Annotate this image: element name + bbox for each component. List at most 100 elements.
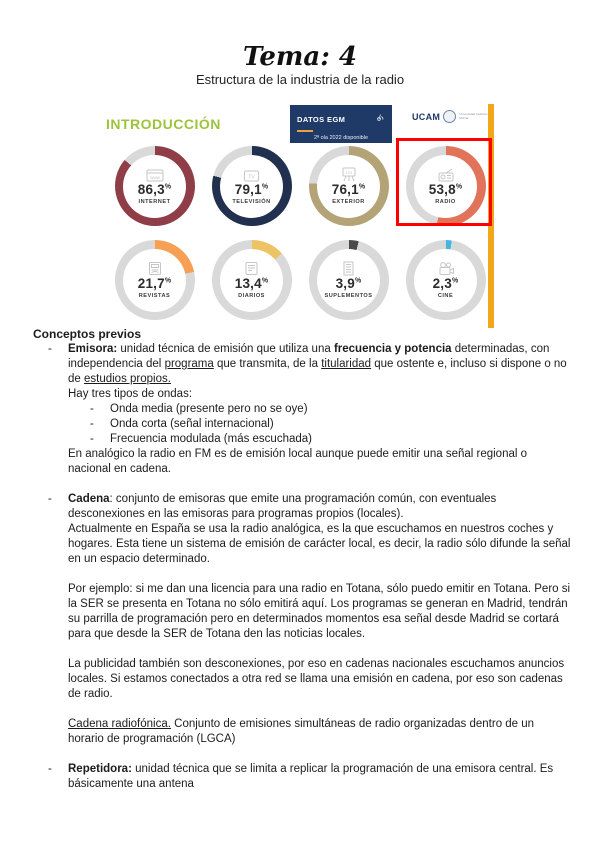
- donut-ring-revistas: 21,7% REVISTAS: [114, 240, 195, 320]
- egm-box-subtitle: 2ª ola 2022 disponible: [313, 135, 369, 141]
- paragraph-spacer: [33, 567, 571, 582]
- paragraph: Onda corta (señal internacional): [33, 417, 571, 432]
- svg-text:TV: TV: [248, 175, 255, 181]
- text-segment: Cadena radiofónica.: [68, 718, 171, 730]
- text-segment: Repetidora:: [68, 763, 132, 775]
- donut-label: SUPLEMENTOS: [324, 292, 373, 299]
- donut-center: 13,4% DIARIOS: [220, 248, 283, 312]
- donut-value: 3,9%: [335, 276, 362, 292]
- donut-diarios: 13,4% DIARIOS: [211, 240, 292, 320]
- section-heading: Conceptos previos: [33, 327, 142, 341]
- ucam-emblem-icon: [443, 110, 457, 123]
- donut-label: INTERNET: [138, 198, 171, 205]
- donut-televisión: TV 79,1% TELEVISIÓN: [211, 146, 292, 226]
- donut-ring-televisión: TV 79,1% TELEVISIÓN: [211, 146, 292, 226]
- paragraph-spacer: [33, 477, 571, 492]
- media-penetration-donut-grid: www 86,3% INTERNET TV 79,1% TELEVISIÓN 123 76,1…: [106, 146, 495, 320]
- egm-gold-underline: [297, 130, 313, 132]
- donut-center: 2,3% CINE: [414, 248, 477, 312]
- text-segment: Onda media (presente pero no se oye): [110, 403, 308, 415]
- paragraph-spacer: [33, 747, 571, 762]
- paragraph: Actualmente en España se usa la radio an…: [33, 522, 571, 567]
- supplement-icon: [342, 261, 355, 276]
- donut-label: REVISTAS: [138, 292, 171, 299]
- donut-center: www 86,3% INTERNET: [123, 154, 186, 218]
- svg-text:www: www: [150, 175, 160, 180]
- donut-value: 53,8%: [428, 182, 463, 198]
- donut-center: 3,9% SUPLEMENTOS: [317, 248, 380, 312]
- text-segment: frecuencia y potencia: [333, 343, 452, 355]
- paragraph: Emisora: unidad técnica de emisión que u…: [33, 342, 571, 387]
- text-segment: titularidad: [321, 358, 372, 370]
- text-segment: estudios propios.: [84, 373, 171, 385]
- donut-center: 53,8% RADIO: [414, 154, 477, 218]
- radio-icon: [437, 167, 455, 182]
- text-segment: que ostente e, incluso si dispone o no d…: [68, 358, 567, 385]
- donut-value: 21,7%: [137, 276, 172, 292]
- donut-label: TELEVISIÓN: [232, 198, 271, 205]
- billboard-icon: 123: [340, 167, 358, 182]
- paragraph: La publicidad también son desconexiones,…: [33, 657, 571, 702]
- notes-content: Conceptos previos Emisora: unidad técnic…: [33, 327, 571, 792]
- egm-data-box: DATOS EGM 2ª ola 2022 disponible: [290, 105, 392, 143]
- page-subtitle: Estructura de la industria de la radio: [195, 72, 405, 87]
- donut-internet: www 86,3% INTERNET: [114, 146, 195, 226]
- text-segment: Conjunto de emisiones simultáneas de rad…: [68, 718, 535, 745]
- donut-suplementos: 3,9% SUPLEMENTOS: [308, 240, 389, 320]
- text-segment: : conjunto de emisoras que emite una pro…: [68, 493, 497, 520]
- donut-value: 13,4%: [234, 276, 269, 292]
- paragraph: Frecuencia modulada (más escuchada): [33, 432, 571, 447]
- text-segment: determinadas, con independencia del: [68, 343, 550, 370]
- magazine-icon: [148, 261, 162, 276]
- browser-www-icon: www: [146, 167, 164, 182]
- text-segment: programa: [164, 358, 214, 370]
- text-segment: Emisora:: [68, 343, 118, 355]
- text-segment: unidad técnica de emisión que utiliza un…: [117, 343, 334, 355]
- text-segment: Hay tres tipos de ondas:: [68, 388, 193, 400]
- text-segment: que transmita, de la: [213, 358, 322, 370]
- text-segment: Cadena: [68, 493, 110, 505]
- donut-ring-radio: 53,8% RADIO: [405, 146, 486, 226]
- paragraph: Onda media (presente pero no se oye): [33, 402, 571, 417]
- text-segment: La publicidad también son desconexiones,…: [68, 658, 565, 700]
- ucam-logo-subtext: Universidad Católica de Murcia: [459, 111, 491, 120]
- donut-ring-diarios: 13,4% DIARIOS: [211, 240, 292, 320]
- ucam-logo: UCAM Universidad Católica de Murcia: [412, 110, 499, 123]
- ucam-logo-text: UCAM: [412, 111, 441, 122]
- newspaper-icon: [244, 261, 259, 276]
- donut-exterior: 123 76,1% EXTERIOR: [308, 146, 389, 226]
- donut-center: 123 76,1% EXTERIOR: [317, 154, 380, 218]
- paragraph: Cadena radiofónica. Conjunto de emisione…: [33, 717, 571, 747]
- donut-center: 21,7% REVISTAS: [123, 248, 186, 312]
- paragraph: Hay tres tipos de ondas:: [33, 387, 571, 402]
- donut-revistas: 21,7% REVISTAS: [114, 240, 195, 320]
- section-paragraphs: Emisora: unidad técnica de emisión que u…: [33, 342, 571, 792]
- donut-ring-suplementos: 3,9% SUPLEMENTOS: [308, 240, 389, 320]
- donut-label: EXTERIOR: [332, 198, 365, 205]
- paragraph-spacer: [33, 702, 571, 717]
- introduction-label: INTRODUCCIÓN: [106, 116, 221, 132]
- donut-ring-internet: www 86,3% INTERNET: [114, 146, 195, 226]
- donut-value: 76,1%: [331, 182, 366, 198]
- donut-label: DIARIOS: [238, 292, 265, 299]
- donut-center: TV 79,1% TELEVISIÓN: [220, 154, 283, 218]
- page-title: Tema: 4: [242, 42, 357, 72]
- donut-value: 79,1%: [234, 182, 269, 198]
- paragraph: Cadena: conjunto de emisoras que emite u…: [33, 492, 571, 522]
- donut-ring-cine: 2,3% CINE: [405, 240, 486, 320]
- tv-icon: TV: [243, 167, 260, 182]
- paragraph: En analógico la radio en FM es de emisió…: [33, 447, 571, 477]
- egm-box-title: DATOS EGM: [297, 114, 346, 124]
- donut-radio: 53,8% RADIO: [405, 146, 486, 226]
- svg-text:123: 123: [345, 170, 352, 175]
- text-segment: En analógico la radio en FM es de emisió…: [68, 448, 528, 475]
- text-segment: Onda corta (señal internacional): [110, 418, 274, 430]
- text-segment: unidad técnica que se limita a replicar …: [68, 763, 554, 790]
- paragraph: Repetidora: unidad técnica que se limita…: [33, 762, 571, 792]
- donut-value: 86,3%: [137, 182, 172, 198]
- donut-label: CINE: [437, 292, 454, 299]
- cinema-camera-icon: [437, 261, 455, 276]
- radio-waves-icon: [375, 110, 385, 128]
- donut-cine: 2,3% CINE: [405, 240, 486, 320]
